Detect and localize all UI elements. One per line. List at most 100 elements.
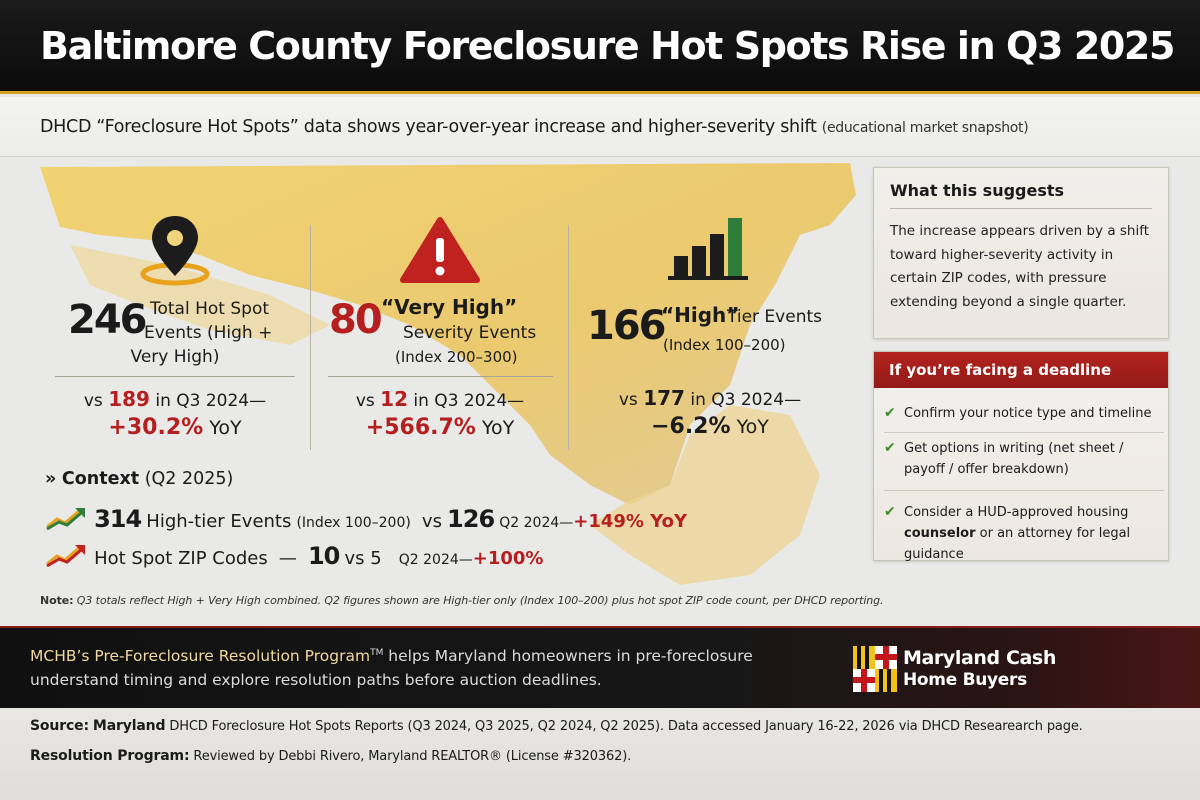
checklist-item: ✔ Get options in writing (net sheet / pa… bbox=[884, 438, 1164, 480]
bar-chart-icon bbox=[668, 218, 748, 280]
context-index: (Index 100–200) bbox=[296, 515, 411, 531]
checklist-text: Consider a HUD-approved housing counselo… bbox=[884, 502, 1164, 565]
context-prior: 126 bbox=[447, 505, 495, 533]
stat-label-line3: (Index 200–300) bbox=[395, 348, 518, 366]
context-heading: » Context (Q2 2025) bbox=[45, 469, 233, 489]
context-vs: vs 5 bbox=[344, 548, 382, 569]
compare-suffix: in Q3 2024— bbox=[690, 390, 802, 410]
stat-label-line1: “Very High” bbox=[381, 295, 518, 319]
compare-prefix: vs bbox=[83, 391, 103, 411]
review-label: Resolution Program: bbox=[30, 748, 190, 764]
suggest-panel: What this suggests The increase appears … bbox=[873, 167, 1169, 339]
map-pin-icon bbox=[140, 216, 210, 286]
context-prior-period: Q2 2024— bbox=[499, 515, 574, 531]
subtitle-tail: (educational market snapshot) bbox=[821, 120, 1029, 136]
context-vs: vs bbox=[421, 511, 442, 532]
note-label: Note: bbox=[40, 594, 74, 607]
context-line-high-tier: 314 High-tier Events (Index 100–200) vs … bbox=[45, 505, 687, 533]
program-description: helps Maryland homeowners in pre-foreclo… bbox=[30, 647, 753, 690]
yoy-value: +30.2% bbox=[108, 415, 204, 440]
deadline-panel: If you’re facing a deadline ✔ Confirm yo… bbox=[873, 351, 1169, 562]
checklist-item: ✔ Consider a HUD-approved housing counse… bbox=[884, 502, 1164, 565]
compare-suffix: in Q3 2024— bbox=[155, 391, 267, 411]
header-bar: Baltimore County Foreclosure Hot Spots R… bbox=[0, 0, 1200, 94]
subtitle-band: DHCD “Foreclosure Hot Spots” data shows … bbox=[0, 97, 1200, 157]
stat-label-line1: Total Hot Spot bbox=[150, 299, 270, 319]
deadline-title: If you’re facing a deadline bbox=[889, 361, 1112, 379]
context-change: +149% YoY bbox=[573, 511, 688, 532]
suggest-title: What this suggests bbox=[890, 181, 1065, 200]
yoy-value: −6.2% bbox=[651, 414, 731, 439]
checklist-text: Get options in writing (net sheet / payo… bbox=[904, 441, 1124, 477]
stat-label-line2: Tier Events bbox=[727, 307, 822, 327]
check-icon: ✔ bbox=[884, 440, 896, 456]
stat-total-hot-spots: 246 Total Hot Spot Events (High + Very H… bbox=[40, 210, 310, 440]
compare-value: 189 bbox=[108, 387, 150, 411]
column-divider bbox=[568, 225, 569, 450]
suggest-rule bbox=[890, 208, 1152, 209]
yoy-value: +566.7% bbox=[365, 415, 476, 440]
source-label: Source: bbox=[30, 718, 89, 734]
stat-label-line1: “High” bbox=[661, 303, 740, 327]
stat-compare: vs 189 in Q3 2024— bbox=[40, 387, 310, 411]
company-logo: Maryland Cash Home Buyers bbox=[853, 644, 1183, 694]
subtitle-text: DHCD “Foreclosure Hot Spots” data shows … bbox=[40, 117, 1029, 137]
deadline-header: If you’re facing a deadline bbox=[874, 352, 1168, 388]
compare-value: 177 bbox=[643, 386, 685, 410]
checklist-text-pre: Consider a HUD-approved housing bbox=[904, 505, 1129, 520]
stat-value: 246 bbox=[68, 297, 147, 343]
logo-line2: Home Buyers bbox=[903, 670, 1027, 690]
source-text: DHCD Foreclosure Hot Spots Reports (Q3 2… bbox=[169, 719, 1083, 734]
stat-label-line3: (Index 100–200) bbox=[663, 336, 786, 354]
checklist-text-bold: counselor bbox=[904, 526, 976, 541]
compare-prefix: vs bbox=[618, 390, 638, 410]
review-text: Reviewed by Debbi Rivero, Maryland REALT… bbox=[193, 749, 632, 764]
compare-value: 12 bbox=[380, 387, 408, 411]
maryland-flag-icon bbox=[853, 646, 897, 692]
check-icon: ✔ bbox=[884, 405, 896, 421]
source-bold: Maryland bbox=[92, 718, 166, 734]
yoy-suffix: YoY bbox=[481, 417, 515, 439]
note-text: Q3 totals reflect High + Very High combi… bbox=[76, 594, 884, 607]
subtitle-lead: DHCD “Foreclosure Hot Spots” data shows … bbox=[40, 117, 817, 137]
stat-compare: vs 12 in Q3 2024— bbox=[315, 387, 565, 411]
trend-up-orange-icon bbox=[46, 545, 85, 568]
compare-suffix: in Q3 2024— bbox=[413, 391, 525, 411]
stat-label-line3: Very High) bbox=[130, 347, 220, 367]
context-prior-period: Q2 2024— bbox=[398, 552, 473, 568]
context-value: 314 bbox=[94, 505, 142, 533]
checklist-text: Confirm your notice type and timeline bbox=[904, 406, 1152, 421]
footer: Source: Maryland DHCD Foreclosure Hot Sp… bbox=[0, 708, 1200, 800]
column-divider bbox=[310, 225, 311, 450]
trademark: TM bbox=[370, 648, 384, 658]
stat-yoy: −6.2% YoY bbox=[575, 414, 845, 439]
chevron-icon: » bbox=[45, 469, 57, 489]
stat-very-high-events: 80 “Very High” Severity Events (Index 20… bbox=[315, 210, 565, 440]
compare-prefix: vs bbox=[355, 391, 375, 411]
footnote: Note: Q3 totals reflect High + Very High… bbox=[40, 594, 884, 607]
program-band: MCHB’s Pre-Foreclosure Resolution Progra… bbox=[0, 626, 1200, 708]
checklist-item: ✔ Confirm your notice type and timeline bbox=[884, 403, 1164, 424]
review-line: Resolution Program: Reviewed by Debbi Ri… bbox=[30, 748, 631, 764]
logo-line1: Maryland Cash bbox=[903, 647, 1056, 669]
check-icon: ✔ bbox=[884, 504, 896, 520]
context-dash: — bbox=[278, 548, 297, 569]
context-title: Context bbox=[61, 469, 140, 489]
yoy-suffix: YoY bbox=[736, 416, 769, 438]
stat-high-tier-events: 166 “High” Tier Events (Index 100–200) v… bbox=[575, 210, 845, 439]
context-period: (Q2 2025) bbox=[144, 469, 234, 489]
stat-label-line2: Severity Events bbox=[403, 323, 537, 343]
suggest-body: The increase appears driven by a shift t… bbox=[890, 223, 1150, 310]
program-name: MCHB’s Pre-Foreclosure Resolution Progra… bbox=[30, 647, 371, 666]
stat-yoy: +30.2% YoY bbox=[40, 415, 310, 440]
stat-yoy: +566.7% YoY bbox=[315, 415, 565, 440]
stat-value: 166 bbox=[587, 303, 666, 349]
stat-rule bbox=[55, 376, 295, 377]
stat-compare: vs 177 in Q3 2024— bbox=[575, 386, 845, 410]
context-label: High-tier Events bbox=[146, 511, 292, 532]
stat-rule bbox=[327, 376, 553, 377]
page-title: Baltimore County Foreclosure Hot Spots R… bbox=[40, 24, 1175, 68]
context-label: Hot Spot ZIP Codes bbox=[94, 548, 268, 569]
stat-value: 80 bbox=[329, 297, 383, 343]
context-change: +100% bbox=[472, 548, 544, 569]
